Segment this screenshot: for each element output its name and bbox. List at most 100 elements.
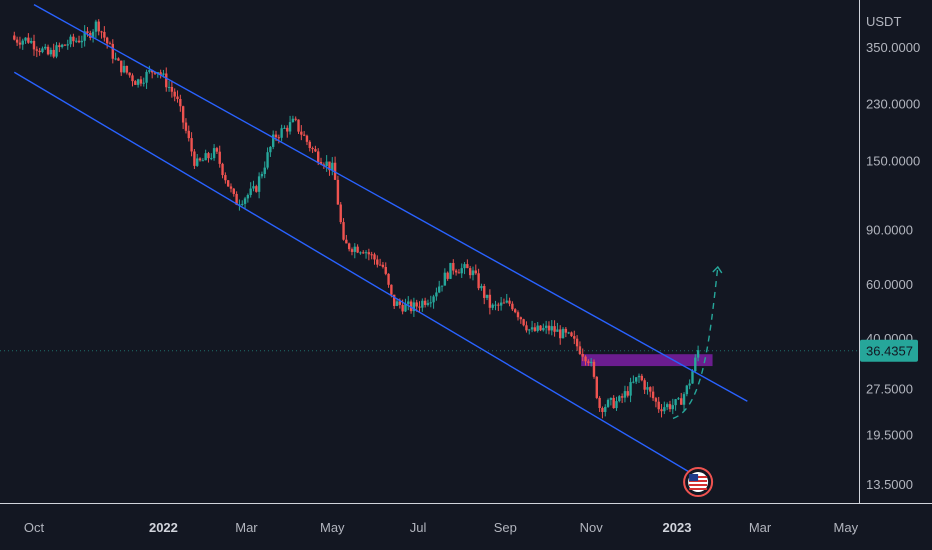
candle-body bbox=[483, 286, 486, 298]
candle-body bbox=[359, 252, 362, 254]
candle-body bbox=[235, 193, 238, 205]
candle-body bbox=[165, 73, 168, 88]
resistance-zone-rect bbox=[581, 354, 713, 367]
candle-body bbox=[564, 328, 568, 333]
candle-body bbox=[471, 270, 475, 276]
candle-body bbox=[249, 188, 252, 195]
candle-body bbox=[429, 302, 432, 304]
candle-body bbox=[384, 266, 387, 274]
candle-body bbox=[29, 41, 33, 43]
candle-body bbox=[634, 377, 638, 382]
candle-body bbox=[688, 383, 691, 386]
candle-body bbox=[35, 49, 39, 51]
candle-body bbox=[345, 239, 348, 244]
candle-body bbox=[387, 273, 390, 285]
candle-body bbox=[280, 128, 283, 138]
channel-lower-line[interactable] bbox=[13, 71, 699, 478]
candles bbox=[13, 19, 700, 419]
candle-body bbox=[367, 252, 371, 255]
candle-body bbox=[573, 336, 576, 339]
candle-body bbox=[643, 380, 646, 390]
time-tick-label: May bbox=[834, 520, 859, 535]
candle-body bbox=[606, 399, 610, 407]
candle-body bbox=[173, 91, 176, 97]
candle-body bbox=[229, 186, 233, 189]
last-price-label: 36.4357 bbox=[866, 344, 913, 359]
candle-body bbox=[72, 36, 75, 42]
candle-body bbox=[530, 327, 534, 330]
candle-body bbox=[575, 338, 579, 347]
time-axis[interactable]: Oct 2022 Mar May Jul Sep Nov 2023 Mar May bbox=[24, 520, 859, 535]
candle-body bbox=[353, 246, 356, 252]
candle-body bbox=[407, 301, 410, 304]
candle-body bbox=[378, 264, 382, 266]
candle-body bbox=[404, 303, 407, 312]
candle-body bbox=[463, 264, 466, 269]
candle-body bbox=[589, 361, 593, 364]
candle-body bbox=[134, 81, 137, 85]
candle-body bbox=[218, 151, 221, 164]
candle-body bbox=[604, 406, 607, 412]
candle-body bbox=[696, 350, 700, 358]
candle-body bbox=[494, 304, 497, 306]
projection-path bbox=[672, 266, 719, 420]
candle-body bbox=[308, 141, 311, 148]
candle-body bbox=[423, 300, 427, 305]
candle-body bbox=[637, 375, 641, 378]
candle-body bbox=[528, 329, 531, 331]
candle-body bbox=[181, 106, 185, 123]
candle-body bbox=[277, 137, 281, 139]
candle-body bbox=[32, 41, 36, 50]
candle-body bbox=[671, 405, 674, 410]
candle-body bbox=[508, 300, 511, 304]
candle-body bbox=[390, 284, 393, 295]
candle-body bbox=[274, 134, 278, 138]
candle-body bbox=[294, 118, 297, 120]
candle-body bbox=[314, 149, 317, 152]
candle-body bbox=[128, 72, 131, 76]
candle-body bbox=[356, 246, 359, 253]
candle-body bbox=[252, 186, 255, 189]
candle-body bbox=[511, 303, 514, 310]
candle-body bbox=[187, 130, 190, 139]
quote-currency-label: USDT bbox=[866, 14, 901, 29]
candle-body bbox=[457, 272, 461, 274]
candle-body bbox=[542, 327, 545, 331]
candle-body bbox=[468, 268, 472, 276]
candle-body bbox=[108, 43, 112, 45]
candle-body bbox=[38, 50, 41, 53]
time-tick-label: 2023 bbox=[663, 520, 692, 535]
price-tick-label: 13.5000 bbox=[866, 477, 913, 492]
time-tick-label: Nov bbox=[580, 520, 604, 535]
price-tick-label: 150.0000 bbox=[866, 154, 920, 169]
candle-body bbox=[665, 404, 669, 408]
candle-body bbox=[196, 158, 199, 166]
candle-body bbox=[449, 262, 452, 279]
candle-body bbox=[435, 292, 438, 297]
candle-body bbox=[170, 86, 174, 92]
candle-body bbox=[80, 40, 84, 43]
candle-body bbox=[41, 48, 44, 53]
time-tick-label: Jul bbox=[410, 520, 427, 535]
price-axis[interactable]: 350.0000230.0000150.000090.000060.000040… bbox=[866, 40, 920, 492]
channel-upper-line[interactable] bbox=[33, 3, 748, 402]
candle-body bbox=[212, 148, 216, 159]
candle-body bbox=[302, 134, 306, 136]
time-tick-label: Oct bbox=[24, 520, 45, 535]
candle-body bbox=[598, 397, 601, 408]
candle-body bbox=[395, 301, 399, 306]
candle-body bbox=[114, 58, 117, 60]
candle-body bbox=[381, 264, 385, 267]
candle-body bbox=[497, 304, 500, 306]
candle-body bbox=[567, 332, 570, 334]
candle-body bbox=[18, 42, 22, 45]
candle-body bbox=[680, 398, 683, 405]
candle-body bbox=[122, 65, 126, 73]
candle-body bbox=[148, 70, 151, 72]
candle-body bbox=[283, 127, 286, 129]
candle-body bbox=[86, 31, 89, 33]
candle-body bbox=[660, 409, 663, 412]
candle-body bbox=[350, 249, 354, 252]
